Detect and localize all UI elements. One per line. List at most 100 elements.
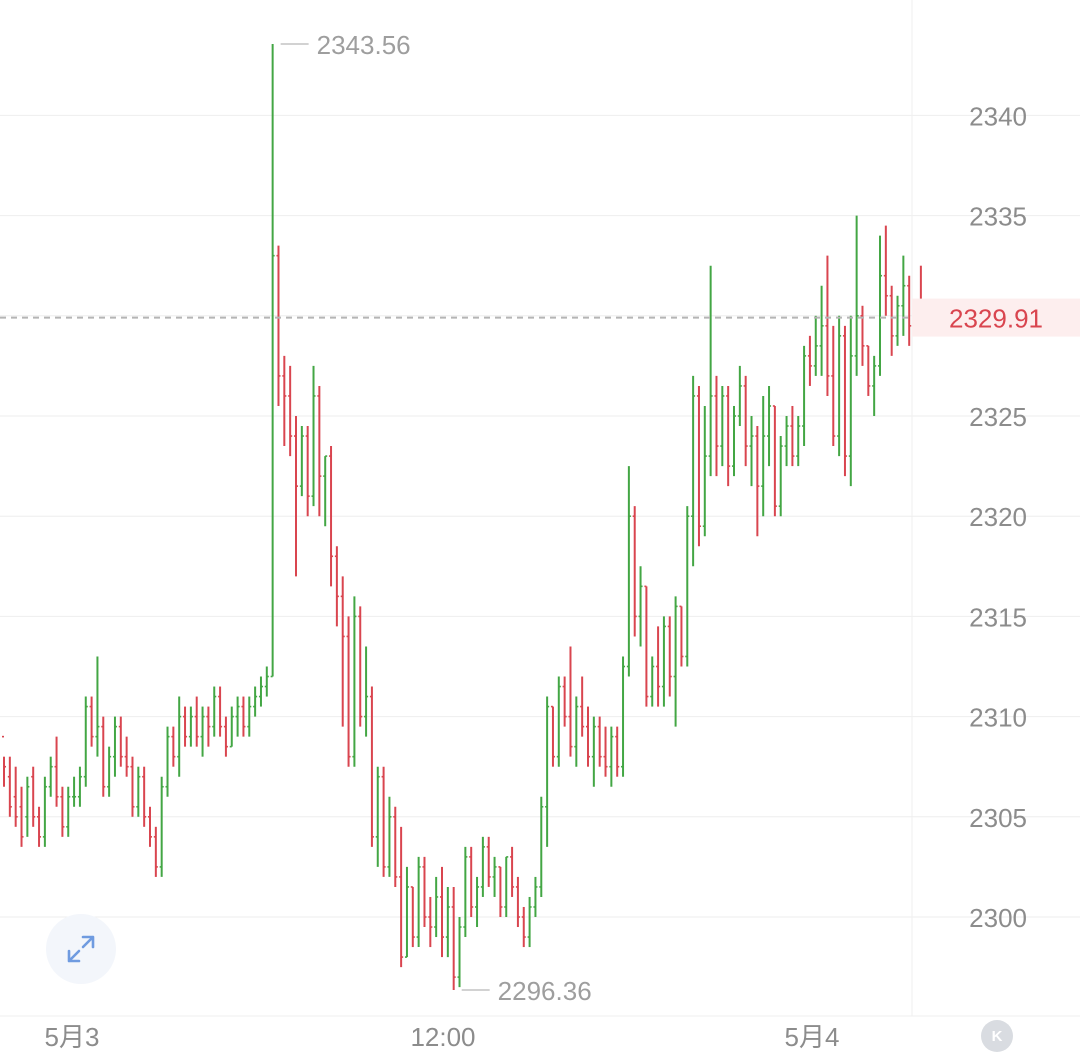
ohlc-bar [66,786,71,837]
expand-chart-button[interactable] [46,914,116,984]
ohlc-bar [737,365,742,427]
ohlc-bar [872,355,877,416]
ohlc-bar [194,696,199,747]
ohlc-bar [393,806,398,887]
current-price-tag-bg [912,298,1080,337]
ohlc-bar [854,215,859,376]
ohlc-bar [107,746,112,797]
ohlc-bar [142,766,147,827]
ohlc-bar [510,846,515,897]
ohlc-bar [580,676,585,737]
ohlc-bar [475,876,480,928]
ohlc-bar [609,726,614,787]
ohlc-bar [498,866,503,917]
high-annotation-label: 2343.56 [317,30,411,60]
ohlc-bar [77,766,82,807]
ohlc-bar [772,405,777,517]
ohlc-bar [276,245,281,406]
y-tick-label: 2310 [969,703,1027,733]
k-line-toggle-icon[interactable]: K [981,1020,1013,1052]
ohlc-bar [556,676,561,767]
ohlc-bar [562,676,567,727]
ohlc-bar [130,756,135,817]
ohlc-bar [200,706,205,757]
ohlc-bar [31,766,36,827]
low-annotation-label: 2296.36 [498,976,592,1006]
ohlc-bar [387,796,392,877]
ohlc-bar [638,566,643,647]
ohlc-bar [434,876,439,938]
ohlc-bar [708,265,713,477]
ohlc-bar [177,696,182,777]
ohlc-bar [381,766,386,877]
ohlc-bar [586,706,590,767]
ohlc-bar [626,466,631,677]
ohlc-bar [597,716,602,767]
ohlc-bar [457,917,462,988]
ohlc-bar [842,325,847,477]
ohlc-bar [901,255,906,336]
ohlc-bar [410,886,415,948]
ohlc-bar [825,255,830,396]
ohlc-bar [206,706,211,747]
ohlc-bar [813,315,818,376]
ohlc-bar [183,706,188,747]
ohlc-bar [399,826,404,968]
ohlc-bar [515,876,520,928]
ohlc-bar [480,836,485,897]
y-tick-label: 2335 [969,202,1027,232]
ohlc-bar [369,686,374,847]
ohlc-bar [212,686,217,737]
ohlc-bar [743,375,748,467]
y-tick-label: 2305 [969,803,1027,833]
ohlc-bar [527,896,532,948]
ohlc-bar [358,606,363,727]
ohlc-bar [317,385,322,517]
ohlc-bar [440,866,444,958]
ohlc-bar [13,766,18,827]
ohlc-bar [883,225,888,316]
ohlc-bar [837,315,842,457]
ohlc-bar [673,596,678,727]
ohlc-bar [165,726,170,797]
ohlc-bar [364,646,369,737]
ohlc-bar [749,416,754,487]
ohlc-bar [188,706,193,747]
ohlc-bar [89,696,94,747]
ohlc-bar [340,576,345,727]
y-tick-label: 2300 [969,903,1027,933]
ohlc-bar [329,446,334,587]
ohlc-bar [463,846,468,938]
ohlc-bar [422,856,427,928]
ohlc-bar [48,756,53,797]
expand-arrows-icon [67,935,95,963]
ohlc-bar [148,806,152,847]
ohlc-bar [650,656,655,707]
ohlc-bar [95,656,100,757]
ohlc-bar [784,416,789,467]
ohlc-bar [807,335,812,386]
ohlc-bar [796,416,801,467]
x-tick-label: 5月3 [45,1022,100,1052]
ohlc-bar [667,616,672,697]
ohlc-bar [632,506,637,637]
ohlc-bar [264,666,269,697]
ohlc-bar [755,426,760,537]
ohlc-bar [761,395,766,517]
ohlc-bar [860,305,865,366]
ohlc-bar [445,886,450,958]
ohlc-bar [60,786,65,837]
ohlc-bar [7,756,12,817]
ohlc-bar [37,806,42,847]
x-tick-label: 12:00 [410,1022,475,1052]
ohlc-bar [229,706,234,748]
ohlc-bar [492,856,497,897]
ohlc-bar [661,616,666,707]
ohlc-bar [539,796,544,897]
ohlc-bar [416,856,421,948]
ohlc-bar [112,716,117,777]
ohlc-bar [889,285,894,356]
ohlc-bar [720,385,725,467]
ohlc-bar [25,776,30,837]
